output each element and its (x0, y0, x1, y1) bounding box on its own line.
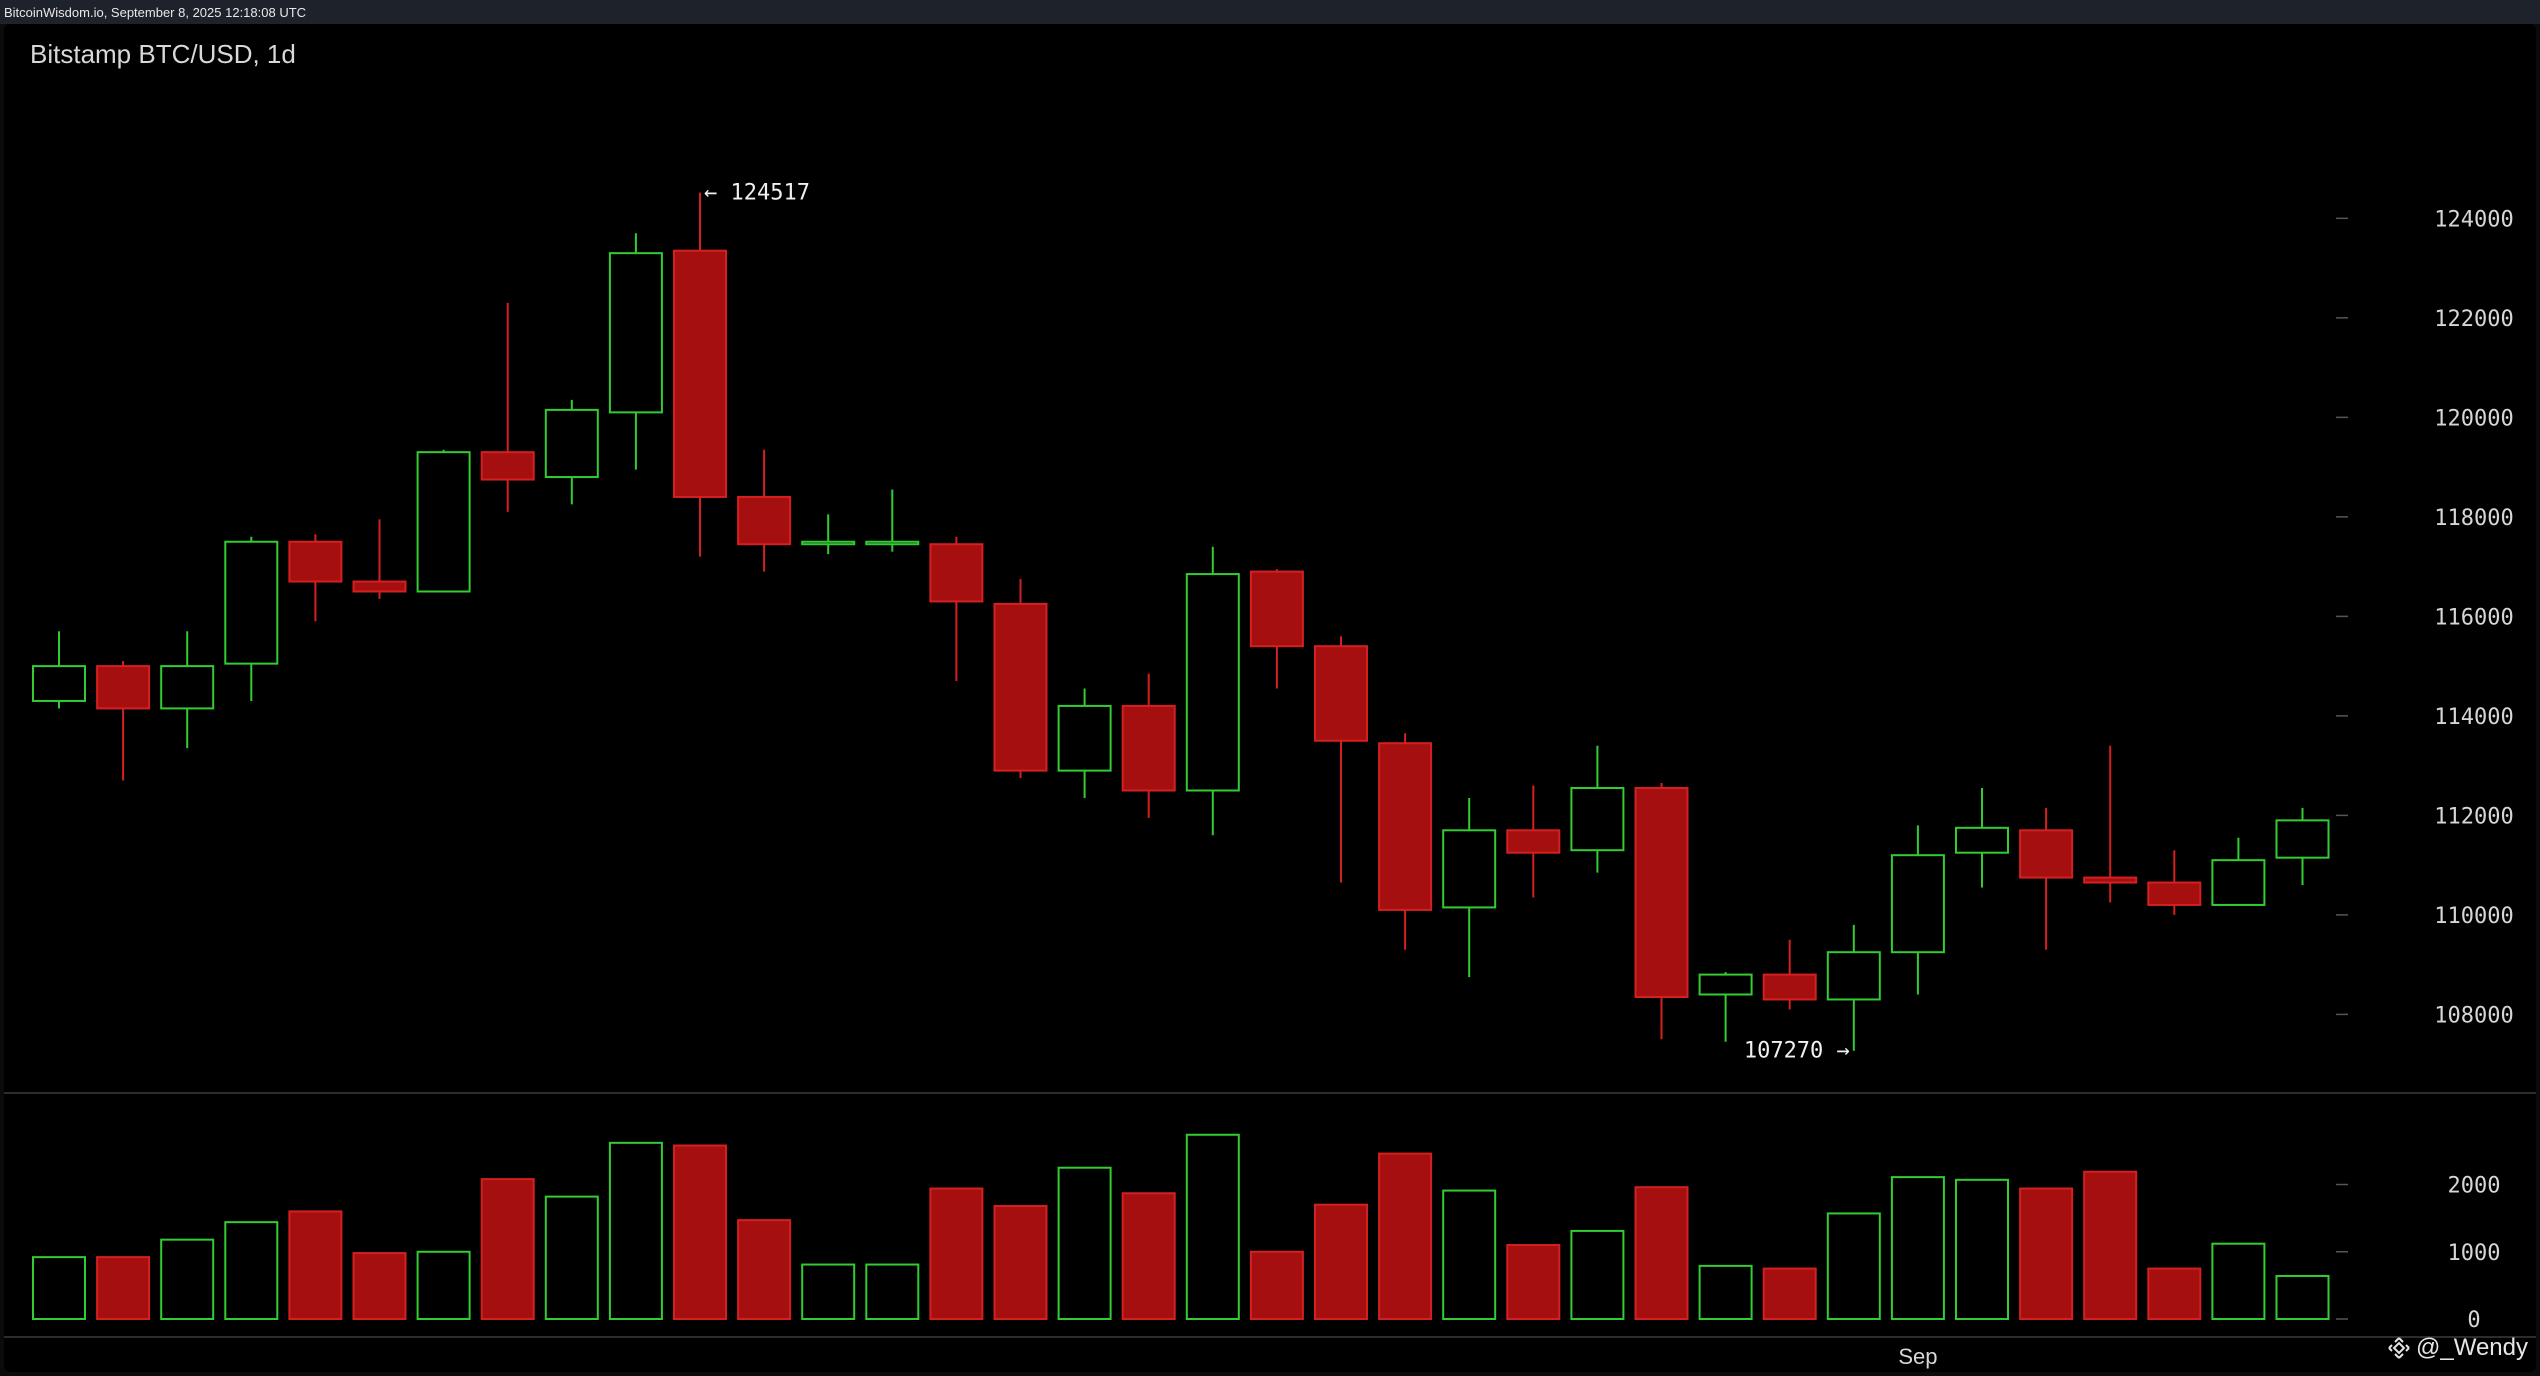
candle-body-down (737, 495, 792, 546)
volume-bar-up (160, 1238, 215, 1320)
candle-body-up (801, 540, 856, 546)
candle-body-up (224, 540, 279, 665)
volume-tick-label: 0 (2467, 1308, 2480, 1333)
volume-bar-up (1955, 1178, 2009, 1320)
candle-body-down (1314, 645, 1368, 742)
volume-bar-up (1890, 1176, 1945, 1321)
volume-bar-up (1698, 1264, 1753, 1320)
candle-body-down (288, 540, 343, 583)
price-tick-label: 116000 (2434, 605, 2513, 630)
volume-bar-up (1570, 1229, 1625, 1321)
timestamp-label: BitcoinWisdom.io, September 8, 2025 12:1… (4, 5, 307, 20)
candle-body-down (673, 249, 727, 498)
volume-bar-up (544, 1195, 599, 1321)
volume-bar-down (1762, 1267, 1817, 1321)
volume-bar-up (801, 1263, 856, 1320)
price-tick-label: 110000 (2434, 904, 2513, 929)
low-price-annotation: 107270 → (1744, 1039, 1850, 1064)
candle-body-up (2275, 819, 2330, 859)
candle-body-up (416, 451, 471, 593)
candle-body-down (993, 602, 1048, 772)
candle-body-down (1378, 742, 1433, 911)
volume-bar-up (32, 1256, 86, 1321)
volume-bar-up (1185, 1133, 1240, 1321)
candle-body-up (1890, 854, 1945, 954)
time-axis-label: Sep (1898, 1344, 1937, 1369)
price-tick-label: 124000 (2434, 207, 2513, 232)
candle-body-down (1121, 704, 1176, 792)
volume-bar-down (2147, 1267, 2202, 1321)
volume-bar-down (1314, 1203, 1368, 1321)
volume-bar-down (352, 1252, 407, 1320)
watermark-text: @_Wendy (2416, 1334, 2528, 1361)
candle-body-up (1185, 573, 1240, 792)
volume-bar-down (288, 1210, 343, 1321)
candle-body-down (1634, 787, 1689, 998)
volume-bar-down (96, 1256, 151, 1321)
volume-bar-up (1826, 1212, 1881, 1320)
price-tick-label: 112000 (2434, 804, 2513, 829)
volume-bar-up (224, 1221, 279, 1320)
volume-bar-up (1442, 1189, 1497, 1320)
candle-body-down (2147, 881, 2202, 906)
volume-bar-down (1634, 1186, 1689, 1321)
volume-bar-up (416, 1250, 471, 1321)
volume-tick-label: 1000 (2448, 1241, 2501, 1266)
candle-body-up (1826, 951, 1881, 1001)
volume-bar-down (993, 1205, 1048, 1320)
candle-body-up (1570, 787, 1625, 852)
volume-bar-up (608, 1141, 663, 1321)
volume-bar-up (2211, 1242, 2266, 1321)
watermark: @_Wendy (2388, 1334, 2528, 1362)
candle-body-up (1955, 826, 2009, 854)
volume-tick-label: 2000 (2448, 1174, 2501, 1199)
candle-body-down (96, 665, 151, 710)
volume-bar-down (2019, 1187, 2074, 1321)
candle-body-down (352, 580, 407, 593)
volume-bar-down (1249, 1250, 1304, 1321)
high-price-annotation: ← 124517 (704, 181, 810, 206)
price-tick-label: 114000 (2434, 705, 2513, 730)
volume-bar-down (1506, 1244, 1561, 1320)
chart-title: Bitstamp BTC/USD, 1d (30, 39, 296, 69)
candle-body-up (32, 665, 86, 702)
candle-body-up (1698, 973, 1753, 996)
candle-body-up (1442, 829, 1497, 909)
candlestick-chart[interactable]: 108000 110000 112000 114000 116000 118000 1200… (4, 24, 2536, 1372)
volume-bar-down (929, 1187, 984, 1321)
chart-panel[interactable]: 108000 110000 112000 114000 116000 118000 1200… (4, 24, 2536, 1372)
volume-bar-down (2083, 1170, 2138, 1320)
volume-bar-up (2275, 1274, 2330, 1321)
candle-body-up (1057, 704, 1112, 772)
candle-body-down (1762, 973, 1817, 1001)
top-status-bar: BitcoinWisdom.io, September 8, 2025 12:1… (0, 0, 2540, 24)
price-tick-label: 108000 (2434, 1003, 2513, 1028)
candle-body-down (929, 543, 984, 603)
price-tick-label: 120000 (2434, 406, 2513, 431)
volume-bar-up (865, 1263, 920, 1320)
volume-bar-down (1121, 1192, 1176, 1321)
candle-body-down (480, 451, 535, 481)
volume-bar-down (480, 1178, 535, 1321)
candle-body-down (1506, 829, 1561, 854)
candle-body-up (865, 540, 920, 546)
candle-body-up (160, 665, 215, 710)
price-tick-label: 118000 (2434, 506, 2513, 531)
candle-body-down (1249, 570, 1304, 648)
candle-body-down (2083, 876, 2138, 884)
volume-bar-down (737, 1219, 792, 1320)
candle-body-up (608, 252, 663, 414)
binance-diamond-icon (2388, 1337, 2410, 1359)
volume-bar-down (1378, 1152, 1433, 1320)
candle-body-down (2019, 829, 2074, 879)
candle-body-up (544, 408, 599, 479)
volume-bar-up (1057, 1166, 1112, 1321)
volume-bar-down (673, 1144, 727, 1320)
candle-body-up (2211, 859, 2266, 906)
price-tick-label: 122000 (2434, 307, 2513, 332)
